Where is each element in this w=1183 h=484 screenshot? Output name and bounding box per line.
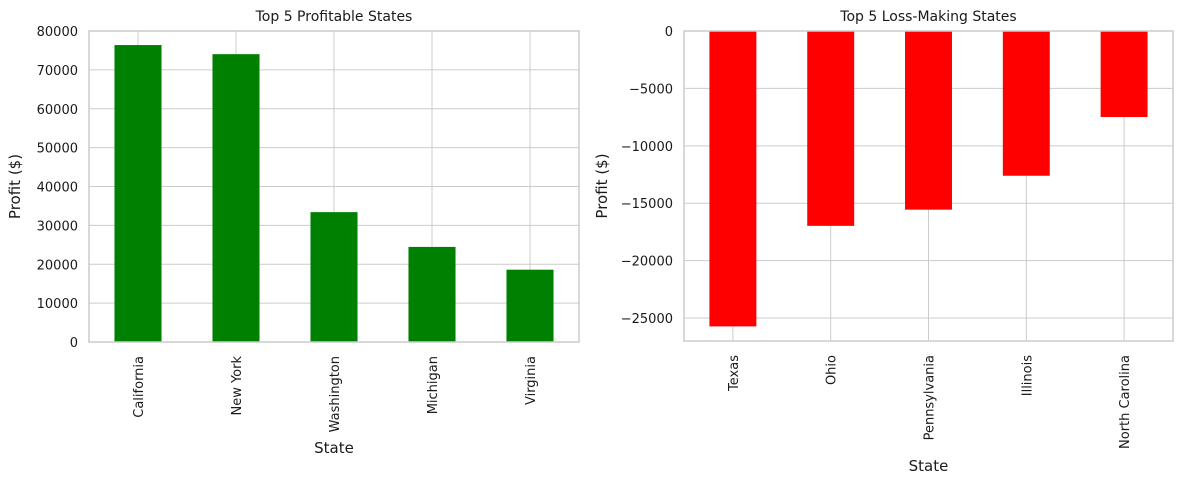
bar — [709, 31, 757, 327]
x-tick-label: North Carolina — [1118, 355, 1133, 449]
bar — [1002, 31, 1050, 176]
y-tick-label: −10000 — [621, 140, 673, 155]
x-axis-label: State — [314, 439, 354, 457]
y-tick-label: 50000 — [37, 142, 78, 157]
bar — [310, 212, 358, 342]
bar — [212, 54, 260, 342]
x-tick-label: Pennsylvania — [923, 355, 938, 440]
y-tick-label: 30000 — [37, 219, 78, 234]
bar — [905, 31, 952, 210]
y-axis-label: Profit ($) — [6, 154, 24, 219]
x-tick-label: Texas — [727, 355, 742, 392]
bar — [408, 246, 456, 342]
y-tick-label: −5000 — [629, 82, 673, 97]
y-tick-label: 80000 — [37, 25, 78, 40]
y-axis-label: Profit ($) — [593, 153, 611, 218]
x-tick-label: Virginia — [524, 356, 539, 405]
loss-making-states-chart: −25000 −20000 −15000 −10000 −5000 0 Texas Ohio… — [593, 9, 1174, 475]
y-tick-label: 20000 — [37, 258, 78, 273]
x-tick-label: Washington — [328, 356, 343, 432]
y-tick-label: 0 — [70, 336, 78, 351]
chart-title: Top 5 Profitable States — [255, 9, 413, 25]
profitable-states-chart: 0 10000 20000 30000 40000 50000 60000 70000 8000… — [6, 9, 580, 457]
x-tick-label: Ohio — [825, 355, 840, 385]
bar — [1100, 31, 1148, 118]
x-tick-label: New York — [230, 356, 245, 416]
bar — [506, 269, 554, 342]
y-tick-label: 60000 — [37, 103, 78, 118]
plot-frame — [683, 30, 1174, 342]
plot-frame — [88, 30, 580, 343]
x-axis-label: State — [909, 457, 949, 475]
y-tick-label: −25000 — [621, 312, 673, 327]
x-tick-label: Illinois — [1020, 355, 1035, 396]
y-tick-label: 40000 — [37, 181, 78, 196]
x-tick-label: Michigan — [426, 356, 441, 414]
y-tick-label: −20000 — [621, 255, 673, 270]
y-tick-label: −15000 — [621, 197, 673, 212]
y-tick-label: 70000 — [37, 64, 78, 79]
bar — [807, 31, 855, 226]
bar — [114, 45, 162, 343]
x-tick-label: California — [132, 356, 147, 418]
y-tick-label: 10000 — [37, 297, 78, 312]
chart-title: Top 5 Loss-Making States — [839, 9, 1016, 25]
y-tick-label: 0 — [665, 25, 673, 40]
